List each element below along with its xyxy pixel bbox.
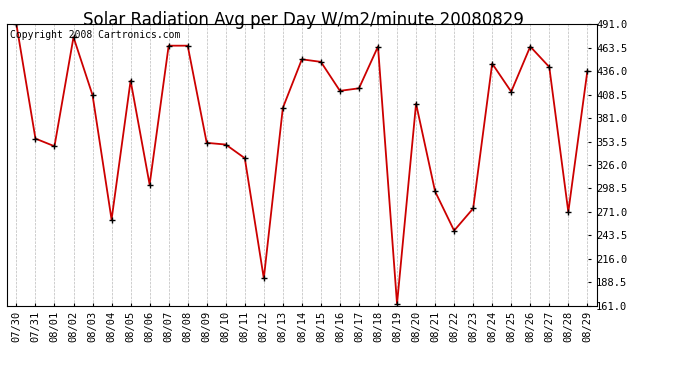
Text: Copyright 2008 Cartronics.com: Copyright 2008 Cartronics.com (10, 30, 180, 40)
Text: Solar Radiation Avg per Day W/m2/minute 20080829: Solar Radiation Avg per Day W/m2/minute … (83, 11, 524, 29)
